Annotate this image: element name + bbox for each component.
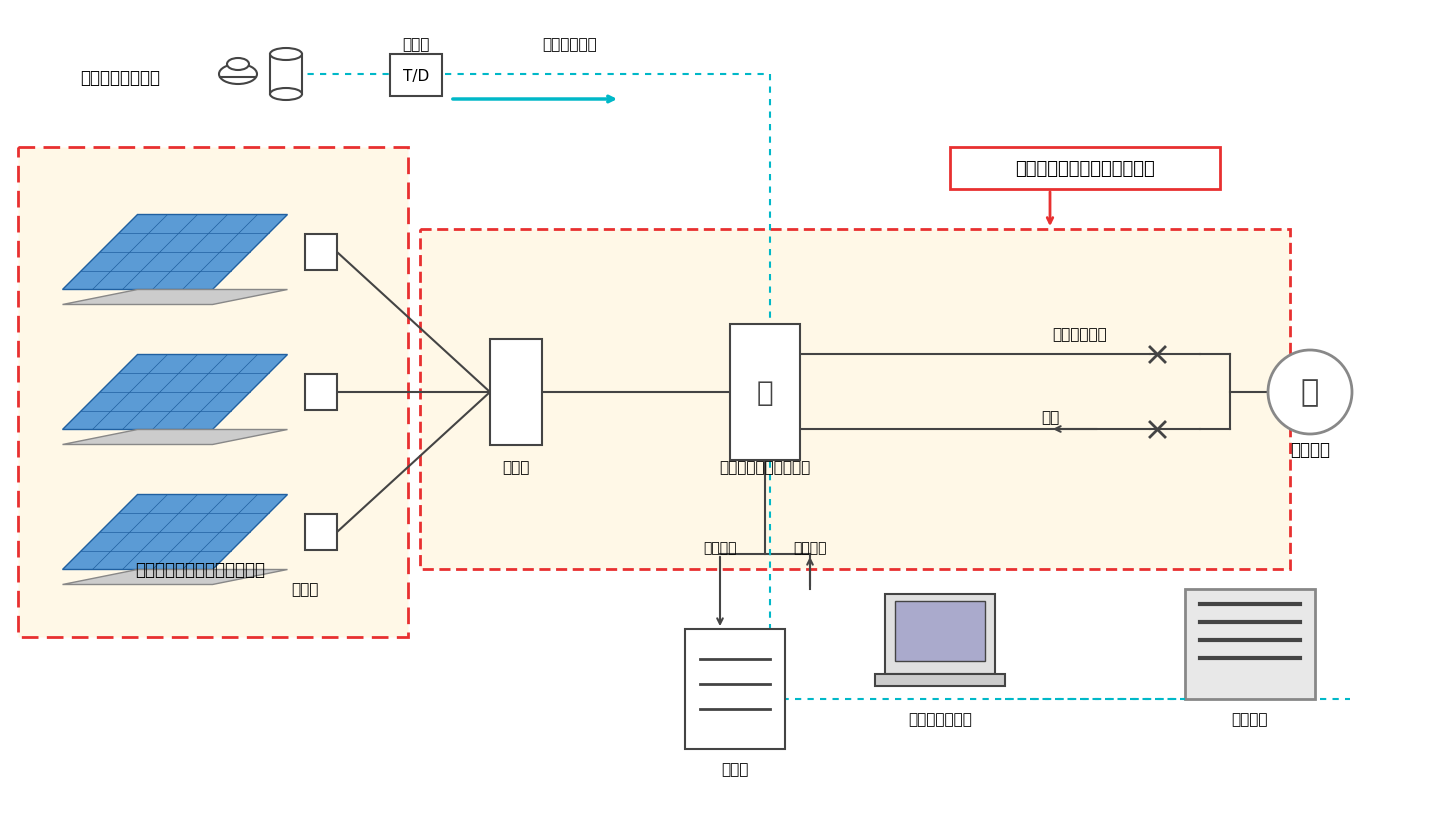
Text: 基本的な太陽光発電システム: 基本的な太陽光発電システム (1016, 160, 1155, 178)
Bar (884, 594, 996, 674)
Text: ～: ～ (1300, 378, 1319, 407)
Bar (894, 601, 985, 661)
Text: 太陽電池モジュール・アレイ: 太陽電池モジュール・アレイ (134, 560, 264, 579)
Text: 負荷: 負荷 (1042, 410, 1061, 425)
Text: 表示装置: 表示装置 (1231, 711, 1269, 726)
Text: 連系用遮断器: 連系用遮断器 (1052, 327, 1107, 342)
Ellipse shape (270, 49, 302, 61)
Text: （充電）: （充電） (704, 540, 737, 554)
Polygon shape (62, 290, 288, 305)
Ellipse shape (270, 89, 302, 101)
Bar (730, 324, 801, 461)
Text: 蓄電池: 蓄電池 (721, 762, 749, 777)
Bar (685, 630, 785, 749)
Polygon shape (62, 570, 288, 585)
Text: 日射計・外気温計: 日射計・外気温計 (79, 69, 160, 87)
Text: パワーコンディショナ: パワーコンディショナ (720, 460, 811, 475)
Polygon shape (62, 215, 288, 290)
Text: 集電盤: 集電盤 (503, 460, 530, 475)
Polygon shape (62, 495, 288, 570)
Polygon shape (62, 355, 288, 430)
Bar (17, 148, 407, 637)
Bar (876, 674, 1006, 686)
Bar (270, 55, 302, 95)
Ellipse shape (227, 59, 249, 71)
Text: ～: ～ (757, 379, 773, 406)
Text: 商用系統: 商用系統 (1290, 441, 1329, 458)
Circle shape (1269, 350, 1353, 435)
Bar (490, 339, 542, 446)
Bar (390, 55, 442, 97)
Text: （気象信号）: （気象信号） (543, 38, 597, 53)
Bar (1185, 589, 1315, 699)
Text: 接続箱: 接続箱 (292, 582, 319, 597)
Bar (305, 514, 337, 550)
Bar (305, 375, 337, 410)
Bar (949, 148, 1220, 190)
Text: T/D: T/D (403, 69, 429, 84)
Bar (420, 230, 1290, 569)
Text: （放電）: （放電） (793, 540, 827, 554)
Ellipse shape (220, 65, 257, 85)
Bar (305, 235, 337, 271)
Text: 変換器: 変換器 (402, 38, 429, 53)
Text: データ計測装置: データ計測装置 (907, 711, 972, 726)
Polygon shape (62, 430, 288, 445)
